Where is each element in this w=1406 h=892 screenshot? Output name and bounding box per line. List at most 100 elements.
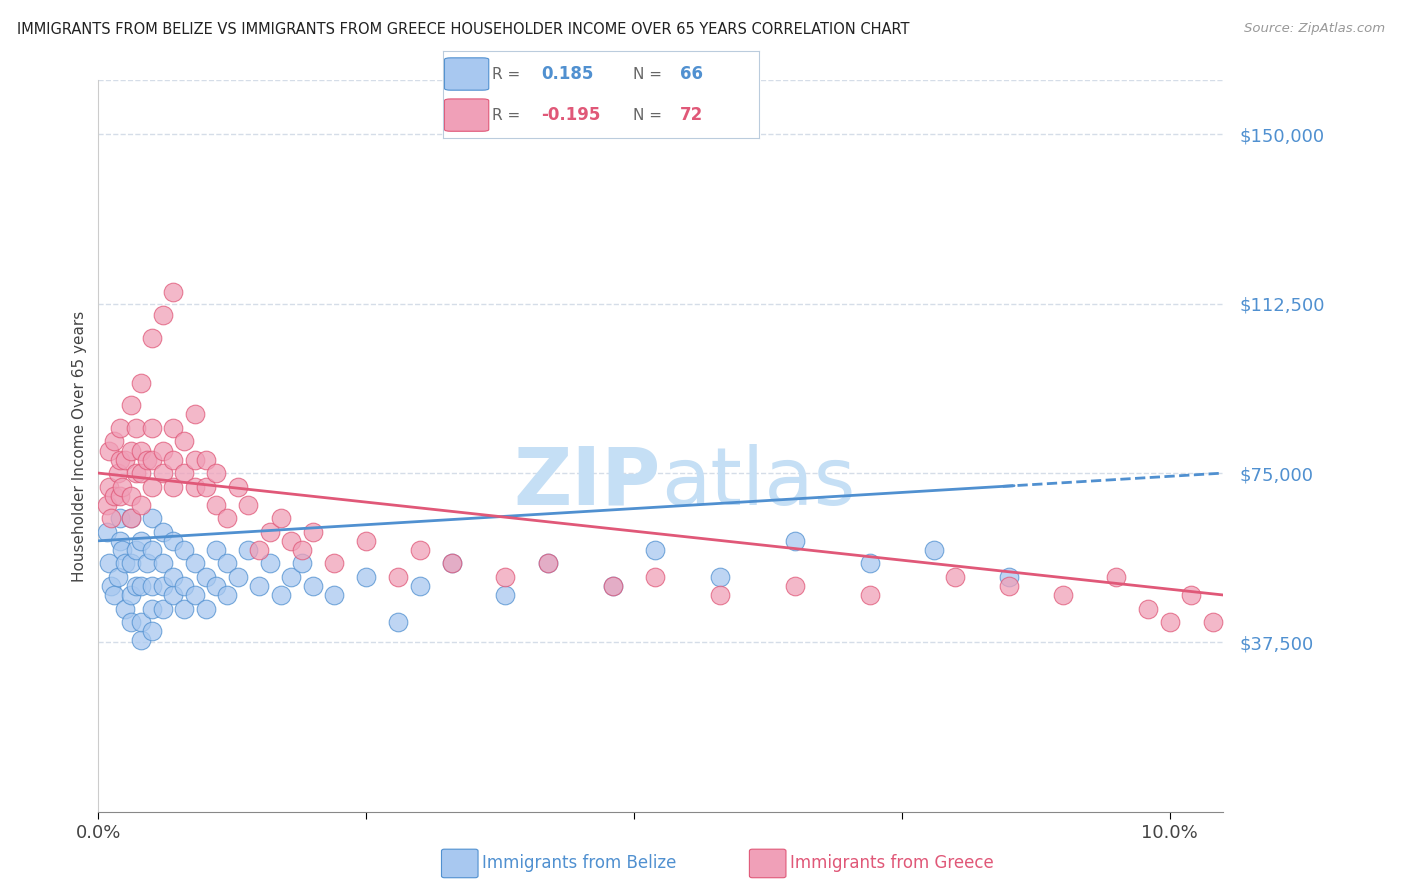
Point <box>184 408 207 422</box>
Point <box>215 557 238 571</box>
Point <box>108 533 131 548</box>
Point <box>226 480 249 494</box>
Point <box>152 557 174 571</box>
Point <box>141 624 163 639</box>
Point <box>107 466 129 480</box>
Point <box>120 511 142 525</box>
Point <box>184 588 207 602</box>
Point <box>1105 570 1128 584</box>
Point <box>141 480 163 494</box>
Point <box>108 511 131 525</box>
Point <box>114 557 136 571</box>
Point <box>96 498 118 512</box>
Point <box>205 466 228 480</box>
Text: ZIP: ZIP <box>513 443 661 522</box>
Point <box>537 557 560 571</box>
Point <box>173 466 195 480</box>
Point <box>945 570 967 584</box>
Point <box>162 588 184 602</box>
Point <box>125 421 148 435</box>
Point <box>173 434 195 449</box>
Point <box>152 601 174 615</box>
Point <box>998 579 1021 593</box>
Point <box>108 489 131 503</box>
Point <box>114 452 136 467</box>
Point <box>162 285 184 300</box>
Point <box>120 511 142 525</box>
Point <box>152 466 174 480</box>
Point <box>259 524 281 539</box>
Point <box>103 588 125 602</box>
Point <box>922 542 945 557</box>
Point <box>152 524 174 539</box>
Point <box>247 542 270 557</box>
Point <box>537 557 560 571</box>
Point <box>259 557 281 571</box>
Point <box>108 452 131 467</box>
Text: 66: 66 <box>681 65 703 83</box>
Point <box>125 466 148 480</box>
Point <box>323 557 346 571</box>
Point <box>184 557 207 571</box>
Text: R =: R = <box>492 108 524 122</box>
Text: atlas: atlas <box>661 443 855 522</box>
Point <box>141 511 163 525</box>
FancyBboxPatch shape <box>444 58 489 90</box>
Point <box>114 601 136 615</box>
Point <box>120 398 142 412</box>
Text: R =: R = <box>492 67 524 81</box>
Text: Immigrants from Greece: Immigrants from Greece <box>790 855 994 872</box>
Point <box>1201 615 1223 629</box>
Point <box>238 498 260 512</box>
Point <box>107 570 129 584</box>
Point <box>301 524 323 539</box>
Point <box>135 557 157 571</box>
Text: N =: N = <box>633 67 666 81</box>
Point <box>173 601 195 615</box>
Point <box>998 570 1021 584</box>
Point <box>859 588 882 602</box>
Point <box>184 452 207 467</box>
Point <box>125 542 148 557</box>
Point <box>301 579 323 593</box>
Point <box>270 511 292 525</box>
Point <box>495 588 517 602</box>
Point <box>103 489 125 503</box>
Point <box>194 480 217 494</box>
Point <box>387 615 409 629</box>
Point <box>323 588 346 602</box>
Point <box>100 511 122 525</box>
Point <box>205 579 228 593</box>
Point <box>111 480 134 494</box>
Point <box>141 331 163 345</box>
Point <box>120 489 142 503</box>
Point <box>1137 601 1160 615</box>
Point <box>98 480 121 494</box>
Point <box>141 579 163 593</box>
Point <box>226 570 249 584</box>
Point <box>135 452 157 467</box>
Point <box>129 579 152 593</box>
Point <box>162 452 184 467</box>
Point <box>440 557 463 571</box>
Point <box>162 421 184 435</box>
Point <box>783 533 806 548</box>
Point <box>247 579 270 593</box>
Point <box>98 443 121 458</box>
FancyBboxPatch shape <box>444 99 489 131</box>
Point <box>162 480 184 494</box>
Point <box>120 588 142 602</box>
Point <box>129 533 152 548</box>
Point <box>129 615 152 629</box>
Point <box>98 557 121 571</box>
Point <box>1052 588 1074 602</box>
Point <box>859 557 882 571</box>
Point <box>644 570 666 584</box>
Point <box>291 542 314 557</box>
Point <box>354 533 377 548</box>
Point <box>270 588 292 602</box>
Point <box>162 533 184 548</box>
Point <box>152 579 174 593</box>
Point <box>409 579 432 593</box>
Point <box>184 480 207 494</box>
